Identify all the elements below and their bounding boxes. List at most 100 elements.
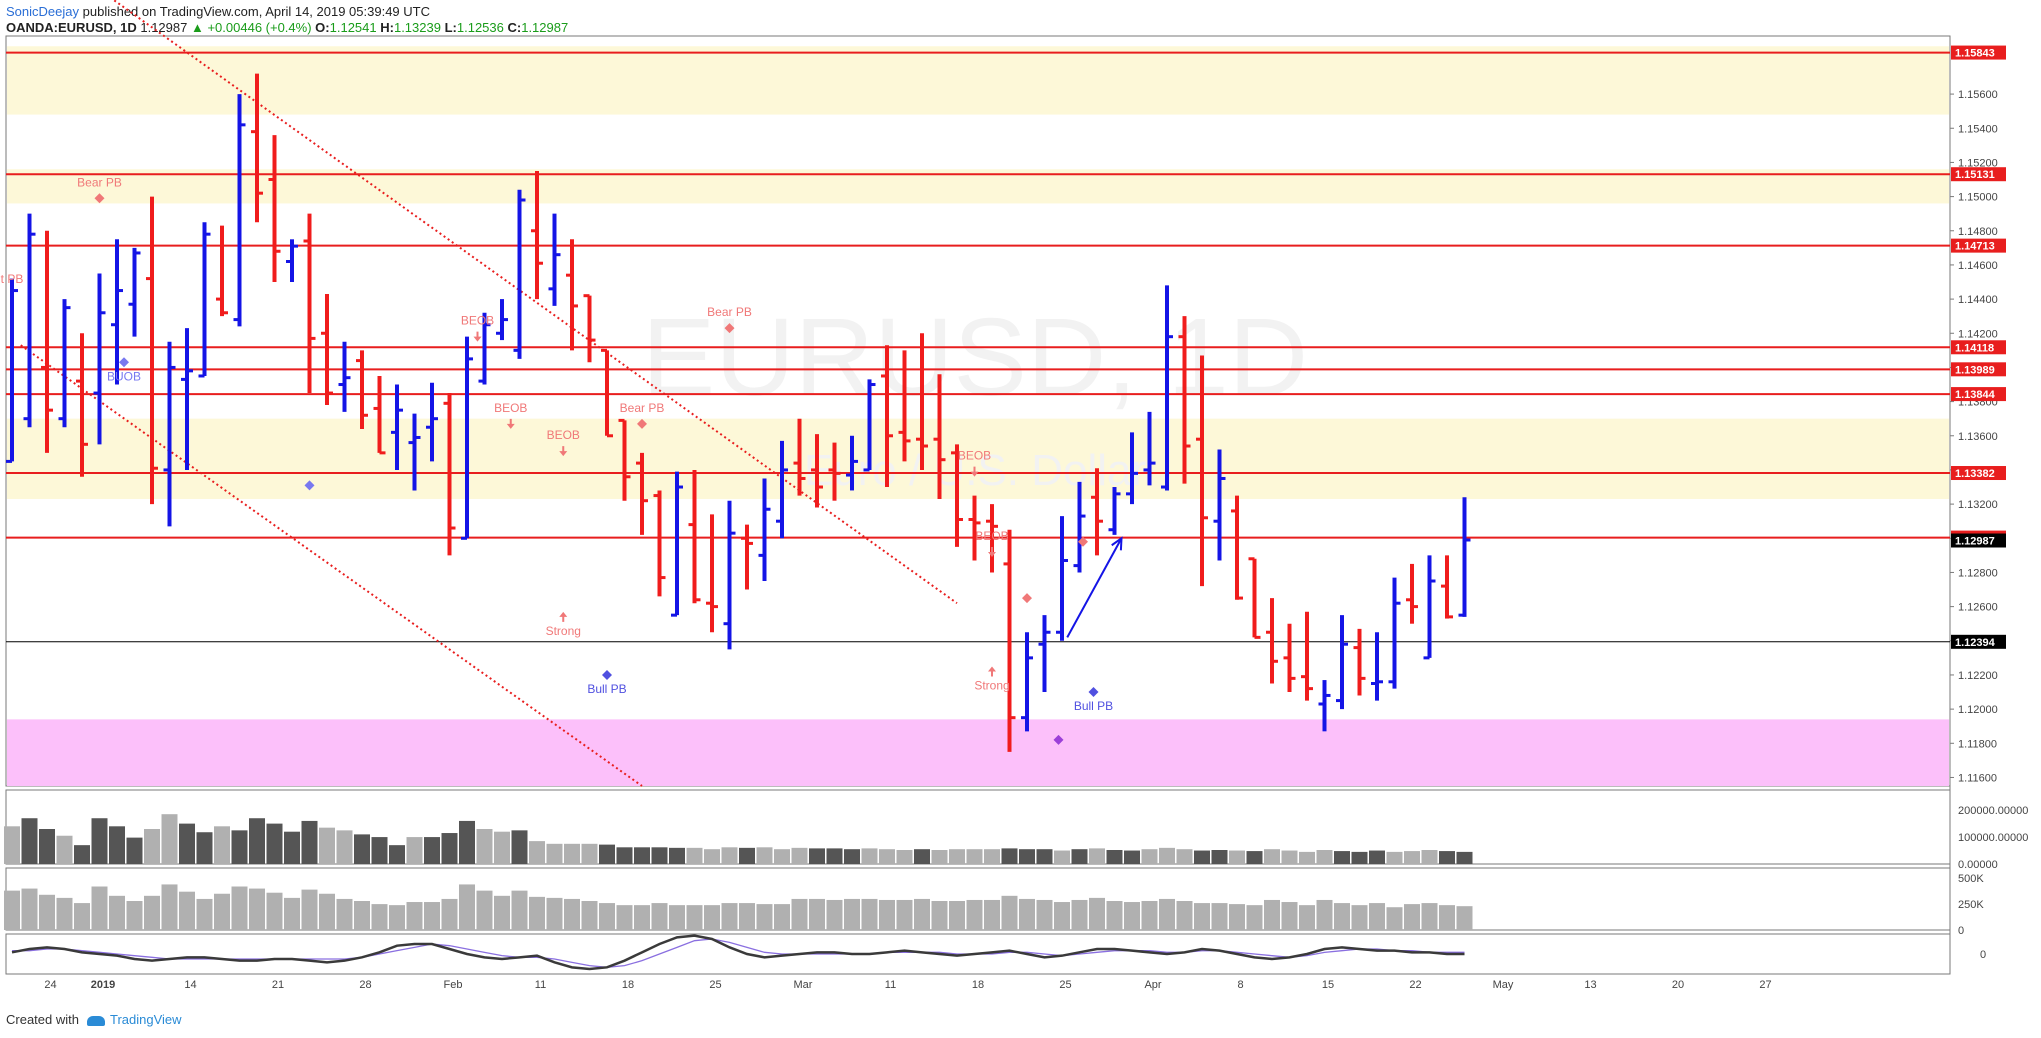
ohlc-bar xyxy=(1161,285,1173,491)
time-axis[interactable]: 24 2019 14 21 28 Feb 11 18 25 Mar 11 18 25 Apr 8 15 22 Ma… xyxy=(44,979,1771,991)
obv-bar xyxy=(126,901,143,930)
volume-tick-label: 100000.00000 xyxy=(1958,832,2028,844)
author-link[interactable]: SonicDeejay xyxy=(6,4,79,19)
ohlc-bar xyxy=(426,382,438,462)
obv-bar xyxy=(1071,899,1088,930)
obv-bar xyxy=(1229,904,1245,930)
obv-bar xyxy=(966,899,983,930)
ohlc-bar xyxy=(968,495,981,561)
ohlc-bars xyxy=(6,73,1471,752)
annotation: BEOB xyxy=(958,449,991,477)
price-chart[interactable]: EURUSD, 1D Euro / U.S. Dollar t PB Bear P… xyxy=(0,0,2041,1008)
price-tick-label: 1.14600 xyxy=(1958,260,1998,272)
volume-bar xyxy=(1334,851,1350,864)
ohlc-bar xyxy=(1336,615,1348,710)
pattern-annotations: t PB Bear PB BUOB BEOB BEOB BEOB Strong Bull PB… xyxy=(1,175,1113,745)
volume-bar xyxy=(739,847,755,864)
ohlc-bar xyxy=(1406,563,1418,624)
time-tick-label: 21 xyxy=(272,979,284,991)
ohlc-bar xyxy=(723,500,736,650)
volume-bar xyxy=(844,849,860,864)
time-tick-label: 20 xyxy=(1672,979,1684,991)
volume-bar xyxy=(126,837,143,864)
volume-bar xyxy=(669,847,685,864)
annotation-diamond xyxy=(94,193,105,204)
volume-bar xyxy=(1351,851,1368,864)
ohlc-bar xyxy=(251,73,263,223)
time-tick-label: 24 xyxy=(44,979,56,991)
obv-bar xyxy=(284,897,300,930)
obv-bar xyxy=(529,896,545,930)
level-price-tag xyxy=(1951,387,2006,402)
obv-bar xyxy=(179,891,195,930)
price-zone xyxy=(7,719,1949,786)
ohlc-bar xyxy=(688,469,701,604)
volume-bar xyxy=(441,833,458,864)
volume-bar xyxy=(809,848,825,864)
time-tick-label: 11 xyxy=(885,979,896,991)
tradingview-link[interactable]: TradingView xyxy=(110,1012,182,1027)
ohlc-bar xyxy=(268,135,281,283)
obv-bar xyxy=(564,898,580,930)
trendline xyxy=(112,0,958,605)
volume-bar xyxy=(1299,851,1315,864)
obv-bar xyxy=(844,898,860,930)
time-tick-label: May xyxy=(1493,979,1514,991)
obv-bar xyxy=(301,889,318,930)
obv-bar xyxy=(931,901,948,930)
volume-bar xyxy=(39,829,55,864)
obv-bar xyxy=(1001,895,1018,930)
volume-bar xyxy=(406,837,423,864)
volume-bar xyxy=(1246,851,1263,864)
level-price-tag xyxy=(1951,533,2006,548)
volume-bar xyxy=(476,829,493,864)
volume-bar xyxy=(826,848,843,864)
trendlines xyxy=(20,0,1123,787)
obv-bar xyxy=(196,898,213,930)
obv-bar xyxy=(914,898,930,930)
volume-bar xyxy=(599,844,615,864)
ohlc-bar xyxy=(111,239,123,385)
obv-bar xyxy=(1176,901,1193,930)
ohlc-bar xyxy=(233,94,246,327)
time-tick-label: 18 xyxy=(972,979,984,991)
time-tick-label: 8 xyxy=(1237,979,1243,991)
annotation xyxy=(1053,734,1064,745)
volume-bar xyxy=(686,847,703,864)
obv-bar xyxy=(371,904,388,930)
obv-tick-label: 500K xyxy=(1958,873,1984,885)
obv-bar xyxy=(721,903,738,930)
time-tick-label: 18 xyxy=(622,979,634,991)
obv-bar xyxy=(739,903,755,930)
annotation-diamond xyxy=(1022,593,1032,604)
volume-tick-label: 0.00000 xyxy=(1958,859,1998,871)
obv-bar xyxy=(1019,898,1035,930)
volume-bar xyxy=(756,847,773,864)
ohlc-bar xyxy=(1038,615,1051,693)
obv-bar xyxy=(1386,907,1403,930)
annotation: Bear PB xyxy=(77,175,122,204)
annotation-arrow-down xyxy=(506,418,515,429)
ohlc-bar xyxy=(566,239,578,351)
price-tick-label: 1.13600 xyxy=(1958,431,1998,443)
annotation-label: Bull PB xyxy=(587,682,626,696)
volume-bar xyxy=(336,830,353,864)
obv-bar xyxy=(791,898,808,930)
price-axis[interactable]: 1.15600 1.15400 1.15200 1.15000 1.14800 1.146… xyxy=(1950,45,2006,785)
ohlc-bar xyxy=(1231,495,1243,600)
obv-bar xyxy=(546,897,563,930)
annotation-label: Bear PB xyxy=(707,305,752,319)
annotation: Bear PB xyxy=(707,305,752,334)
annotation: BUOB xyxy=(107,357,141,383)
ohlc-bar xyxy=(828,442,841,501)
ohlc-bar xyxy=(951,444,963,547)
annotation: Bear PB xyxy=(620,401,664,429)
obv-bar xyxy=(1264,899,1280,930)
price-tick-label: 1.14800 xyxy=(1958,226,1998,238)
obv-bar xyxy=(896,899,913,930)
ohlc-bar xyxy=(811,434,823,508)
annotation: BEOB xyxy=(975,529,1009,557)
ohlc-bar xyxy=(408,413,421,491)
symbol-watermark: EURUSD, 1D Euro / U.S. Dollar xyxy=(642,296,1308,495)
obv-bar xyxy=(1456,906,1473,930)
